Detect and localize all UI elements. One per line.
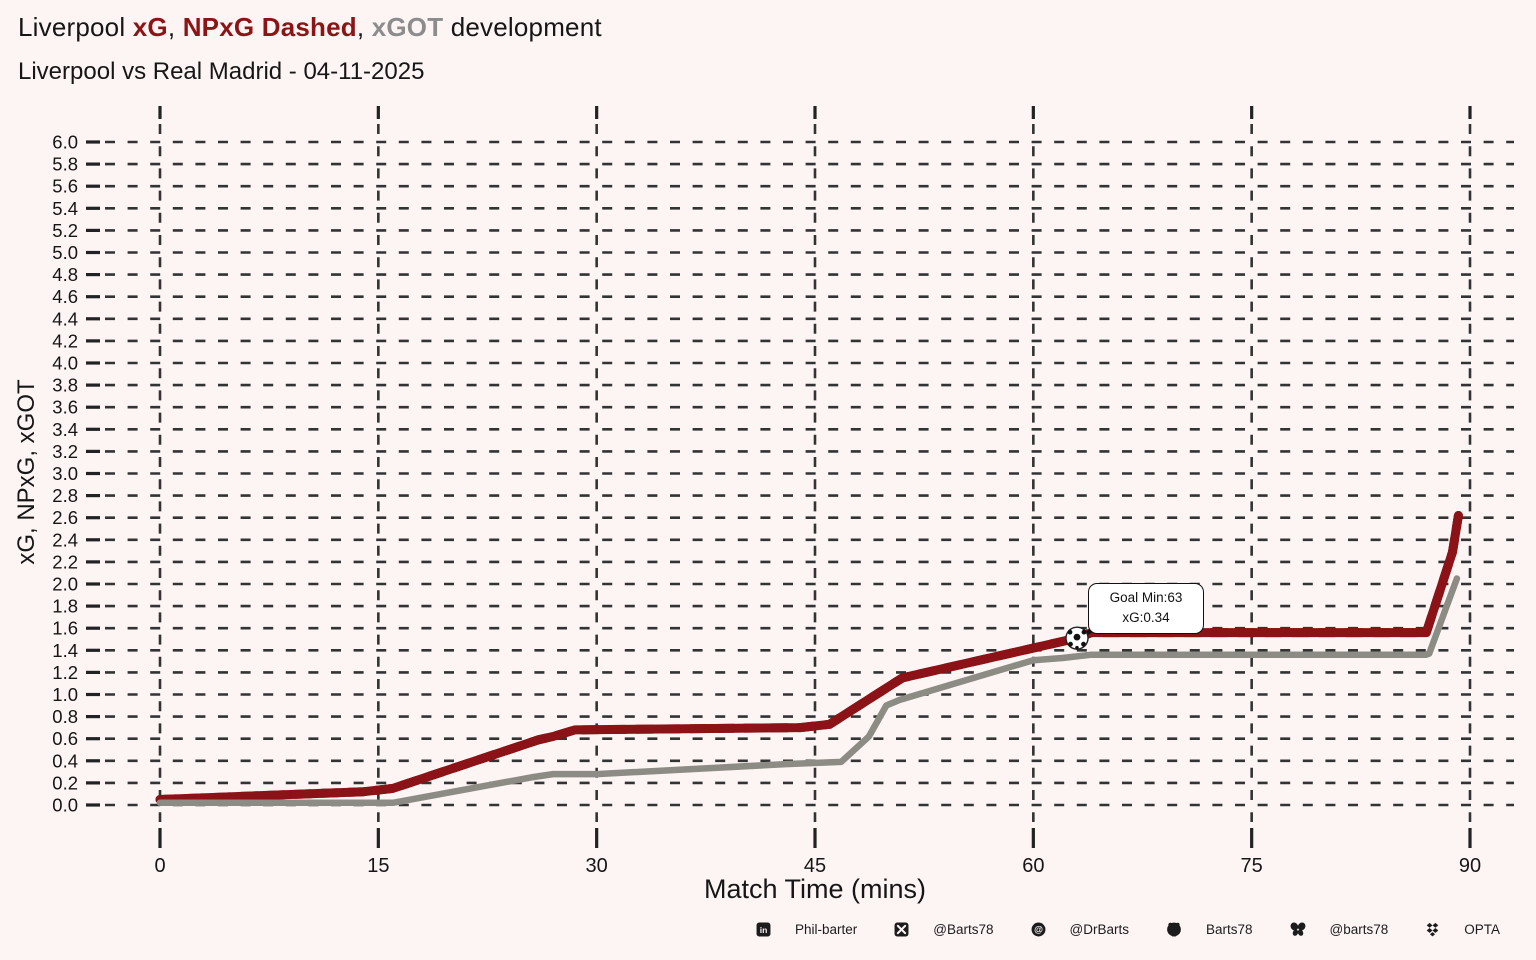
y-tick-label: 0.6 xyxy=(52,728,78,749)
footer-credits: in Phil-barter @Barts78 @ @DrBarts Barts… xyxy=(0,921,1500,937)
credit-mastodon: @ @DrBarts xyxy=(1031,922,1129,937)
credit-label: Barts78 xyxy=(1205,921,1253,937)
y-tick-label: 3.8 xyxy=(52,375,78,396)
credit-opta: OPTA xyxy=(1425,922,1500,937)
y-tick-label: 0.8 xyxy=(52,706,78,727)
y-tick-label: 5.8 xyxy=(52,154,78,175)
svg-text:in: in xyxy=(760,925,768,935)
x-axis-label: Match Time (mins) xyxy=(703,874,927,904)
title-xg: xG xyxy=(132,12,168,42)
y-tick-label: 1.4 xyxy=(52,640,78,661)
y-tick-label: 2.4 xyxy=(52,529,78,550)
y-tick-label: 1.8 xyxy=(52,596,78,617)
y-tick-label: 1.6 xyxy=(52,618,78,639)
y-tick-label: 5.6 xyxy=(52,176,78,197)
x-tick-label: 75 xyxy=(1241,855,1263,877)
credit-label: @barts78 xyxy=(1329,921,1389,937)
y-tick-label: 2.8 xyxy=(52,485,78,506)
bluesky-icon xyxy=(1290,921,1305,936)
y-tick-label: 3.0 xyxy=(52,463,78,484)
credit-label: @Barts78 xyxy=(933,921,994,937)
title-sep1: , xyxy=(167,12,183,42)
y-tick-label: 0.0 xyxy=(52,795,78,816)
github-icon xyxy=(1167,922,1181,937)
goal-annotation: Goal Min:63 xG:0.34 xyxy=(1088,583,1204,634)
x-tick-label: 15 xyxy=(367,855,389,877)
credit-label: Phil-barter xyxy=(794,921,858,937)
y-tick-label: 1.2 xyxy=(52,662,78,683)
x-tick-label: 90 xyxy=(1459,855,1481,877)
y-tick-label: 2.2 xyxy=(52,551,78,572)
title-npxg: NPxG Dashed xyxy=(182,12,357,42)
x-tick-label: 0 xyxy=(154,855,165,877)
y-tick-label: 4.6 xyxy=(52,286,78,307)
x-tick-label: 30 xyxy=(586,855,608,877)
x-tick-label: 60 xyxy=(1022,855,1044,877)
credit-bluesky: @barts78 xyxy=(1290,921,1389,937)
y-tick-label: 5.2 xyxy=(52,220,78,241)
y-tick-label: 4.8 xyxy=(52,264,78,285)
series-NPxG-line xyxy=(155,511,1463,804)
title-suffix: development xyxy=(443,12,602,42)
credit-github: Barts78 xyxy=(1166,921,1253,937)
goal-annotation-line1: Goal Min:63 xyxy=(1109,590,1183,605)
y-tick-label: 2.0 xyxy=(52,574,78,595)
y-tick-label: 3.2 xyxy=(52,441,78,462)
y-tick-label: 3.4 xyxy=(52,419,78,440)
y-tick-label: 4.4 xyxy=(52,308,78,329)
mastodon-icon: @ xyxy=(1031,922,1045,936)
y-axis-label: xG, NPxG, xGOT xyxy=(13,379,40,565)
y-tick-label: 1.0 xyxy=(52,684,78,705)
title-xgot: xGOT xyxy=(371,12,444,42)
chart-subtitle: Liverpool vs Real Madrid - 04-11-2025 xyxy=(18,58,425,85)
y-tick-label: 5.4 xyxy=(52,198,78,219)
goal-annotation-line2: xG:0.34 xyxy=(1122,610,1170,626)
y-tick-label: 4.2 xyxy=(52,330,78,351)
x-icon xyxy=(894,922,909,936)
svg-text:@: @ xyxy=(1034,924,1043,934)
opta-icon xyxy=(1426,922,1439,936)
page-title: Liverpool xG, NPxG Dashed, xGOT developm… xyxy=(18,12,602,43)
title-sep2: , xyxy=(356,12,372,42)
title-prefix: Liverpool xyxy=(18,12,133,42)
soccer-ball-icon xyxy=(1065,626,1089,650)
credit-linkedin: in Phil-barter xyxy=(756,922,857,937)
series-xGOT-line xyxy=(156,575,1461,807)
x-tick-label: 45 xyxy=(804,855,826,877)
y-tick-label: 0.4 xyxy=(52,750,78,771)
linkedin-icon: in xyxy=(756,922,771,936)
y-tick-label: 2.6 xyxy=(52,507,78,528)
y-tick-label: 4.0 xyxy=(52,353,78,374)
credit-x: @Barts78 xyxy=(894,921,994,937)
y-tick-label: 0.2 xyxy=(52,772,78,793)
credit-label: OPTA xyxy=(1464,921,1500,937)
y-tick-label: 6.0 xyxy=(52,132,78,153)
y-tick-label: 3.6 xyxy=(52,397,78,418)
y-tick-label: 5.0 xyxy=(52,242,78,263)
credit-label: @DrBarts xyxy=(1069,921,1129,937)
